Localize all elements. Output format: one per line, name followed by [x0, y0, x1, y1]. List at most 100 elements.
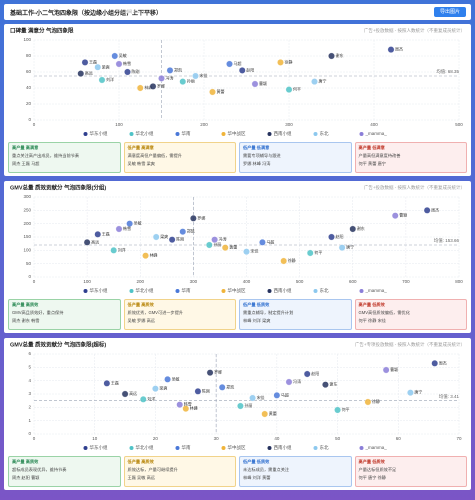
point-label: 高远: [91, 238, 99, 244]
legend-swatch: [221, 289, 226, 293]
legend-swatch: [129, 446, 134, 450]
legend-swatch: [83, 289, 88, 293]
update-time: 更新时间 2024-03-01: [116, 9, 154, 14]
bubble: [179, 228, 187, 236]
x-tick-label: 70: [456, 436, 462, 441]
card-tag: 高产量 高质效: [12, 459, 39, 464]
legend-swatch: [83, 446, 88, 450]
x-tick-label: 500: [296, 279, 304, 284]
y-tick-label: 4: [28, 378, 31, 383]
point-label: 马超: [281, 391, 289, 397]
x-tick-label: 200: [136, 279, 144, 284]
legend-label: 华南: [182, 444, 191, 451]
bubble: [364, 398, 372, 406]
card-names: 周杰 谢东 韩雪: [12, 317, 40, 323]
bubble: [192, 72, 199, 80]
bubble: [322, 381, 329, 389]
card-names: 何平 唐宁 徐静: [358, 474, 386, 480]
point-label: 何平: [314, 249, 322, 255]
bubble: [136, 84, 144, 92]
chart-panel: GMV总量 质效贡献分 气泡四象限(超标) 广告+专项投放数据 - 按照人数统计（…: [4, 338, 471, 490]
point-label: 曹颖: [259, 80, 267, 86]
legend-label: 西南小组: [274, 287, 292, 294]
point-label: 何平: [342, 406, 350, 412]
point-label: 林峰: [150, 252, 158, 258]
bubble: [94, 63, 102, 71]
point-label: 宋佳: [257, 394, 265, 400]
point-label: 冯涛: [219, 236, 227, 242]
bubble: [149, 83, 157, 90]
bubble: [205, 241, 213, 249]
bubble: [152, 385, 159, 393]
bubble: [168, 236, 176, 244]
chart: GMV总量 质效贡献分 气泡四象限(超标) 广告+专项投放数据 - 按照人数统计（…: [10, 340, 465, 451]
legend-swatch: [175, 289, 180, 293]
quadrant-card: 低产量 低质效 未达标成员，需重点关注 林峰 刘洋 黄蕾: [239, 456, 352, 487]
bubble: [237, 402, 244, 410]
card-names: 林峰 刘洋 梁爽: [243, 317, 271, 323]
point-label: 郑凯: [187, 228, 195, 234]
bubble: [176, 401, 184, 409]
legend-label: _mamma_: [365, 131, 388, 136]
point-label: 韩雪: [123, 60, 131, 66]
x-tick-label: 700: [402, 279, 410, 284]
y-tick-label: 0: [28, 274, 31, 279]
point-label: 吴敏: [172, 375, 180, 381]
card-tag: 高产量 高满意: [12, 145, 39, 150]
bubble: [110, 246, 118, 254]
quadrant-card: 高产量 低质效 产量达标但质效不足 何平 唐宁 徐静: [354, 456, 467, 487]
card-names: 罗娜 林峰 冯涛: [243, 160, 271, 166]
card-tag: 高产量 低质效: [358, 459, 385, 464]
chart-note: 广告+投放数据 - 按照人数统计（不重复成员统计）: [364, 184, 465, 191]
page-title: 基础工作-小二气泡四象限（按边缘小组分组，上下平移）: [10, 11, 162, 17]
x-tick-label: 300: [285, 122, 293, 127]
legend-swatch: [129, 289, 134, 293]
point-label: 刘洋: [147, 395, 155, 401]
export-button[interactable]: 导出图片: [433, 7, 466, 17]
x-tick-label: 30: [214, 436, 220, 441]
legend-label: 华东小组: [90, 130, 108, 137]
bubble: [349, 225, 357, 233]
legend-swatch: [313, 289, 318, 293]
x-tick-label: 60: [396, 436, 402, 441]
bubble: [431, 359, 439, 367]
bubble: [280, 257, 288, 265]
x-tick-label: 0: [33, 279, 36, 284]
x-tick-label: 20: [153, 436, 159, 441]
bubble: [115, 225, 123, 233]
point-label: 高远: [85, 70, 93, 76]
legend-label: 东北: [320, 444, 329, 451]
legend-label: 华东小组: [90, 444, 108, 451]
legend-swatch: [267, 446, 272, 450]
bubble: [261, 410, 269, 418]
legend-label: 东北: [320, 287, 329, 294]
card-desc: 满意度高但产量偏低，需提升: [127, 153, 182, 158]
card-tag: 高产量 高质效: [12, 302, 39, 307]
legend-label: 华南: [182, 130, 191, 137]
card-desc: GMV高且质效好，重点保持: [12, 310, 64, 315]
bubble: [243, 248, 250, 256]
y-tick-label: 200: [23, 221, 31, 226]
point-label: 吴敏: [119, 52, 127, 58]
bubble: [391, 212, 399, 220]
bubble: [251, 80, 259, 88]
bubble: [338, 244, 346, 252]
bubble: [328, 233, 335, 241]
chart: 口碑量 满意分 气泡四象限 广告+投放数据 - 按照人数统计（不重复成员统计） 0 2…: [10, 26, 465, 137]
average-label: 均值: 68.35: [436, 68, 459, 75]
bubble: [238, 67, 246, 74]
y-tick-label: 40: [26, 85, 32, 90]
bubble: [179, 78, 187, 85]
card-tag: 低产量 低质效: [243, 302, 270, 307]
card-names: 林峰 刘洋 黄蕾: [243, 474, 271, 480]
point-label: 梁爽: [160, 233, 168, 239]
quadrant-cards: 高产量 高质效 超标成员表现优异，维持节奏 周杰 赵阳 曹颖 低产量 高质效 质效达标，…: [8, 456, 467, 487]
x-tick-label: 100: [83, 279, 91, 284]
x-tick-label: 100: [115, 122, 123, 127]
point-label: 王磊: [89, 58, 97, 64]
bubble: [382, 366, 390, 374]
legend-swatch: [129, 132, 134, 136]
quadrant-cards: 高产量 高满意 重点关注高产出成员，维持当前节奏 周杰 王磊 马超 低产量 高满意 满意…: [8, 142, 467, 173]
